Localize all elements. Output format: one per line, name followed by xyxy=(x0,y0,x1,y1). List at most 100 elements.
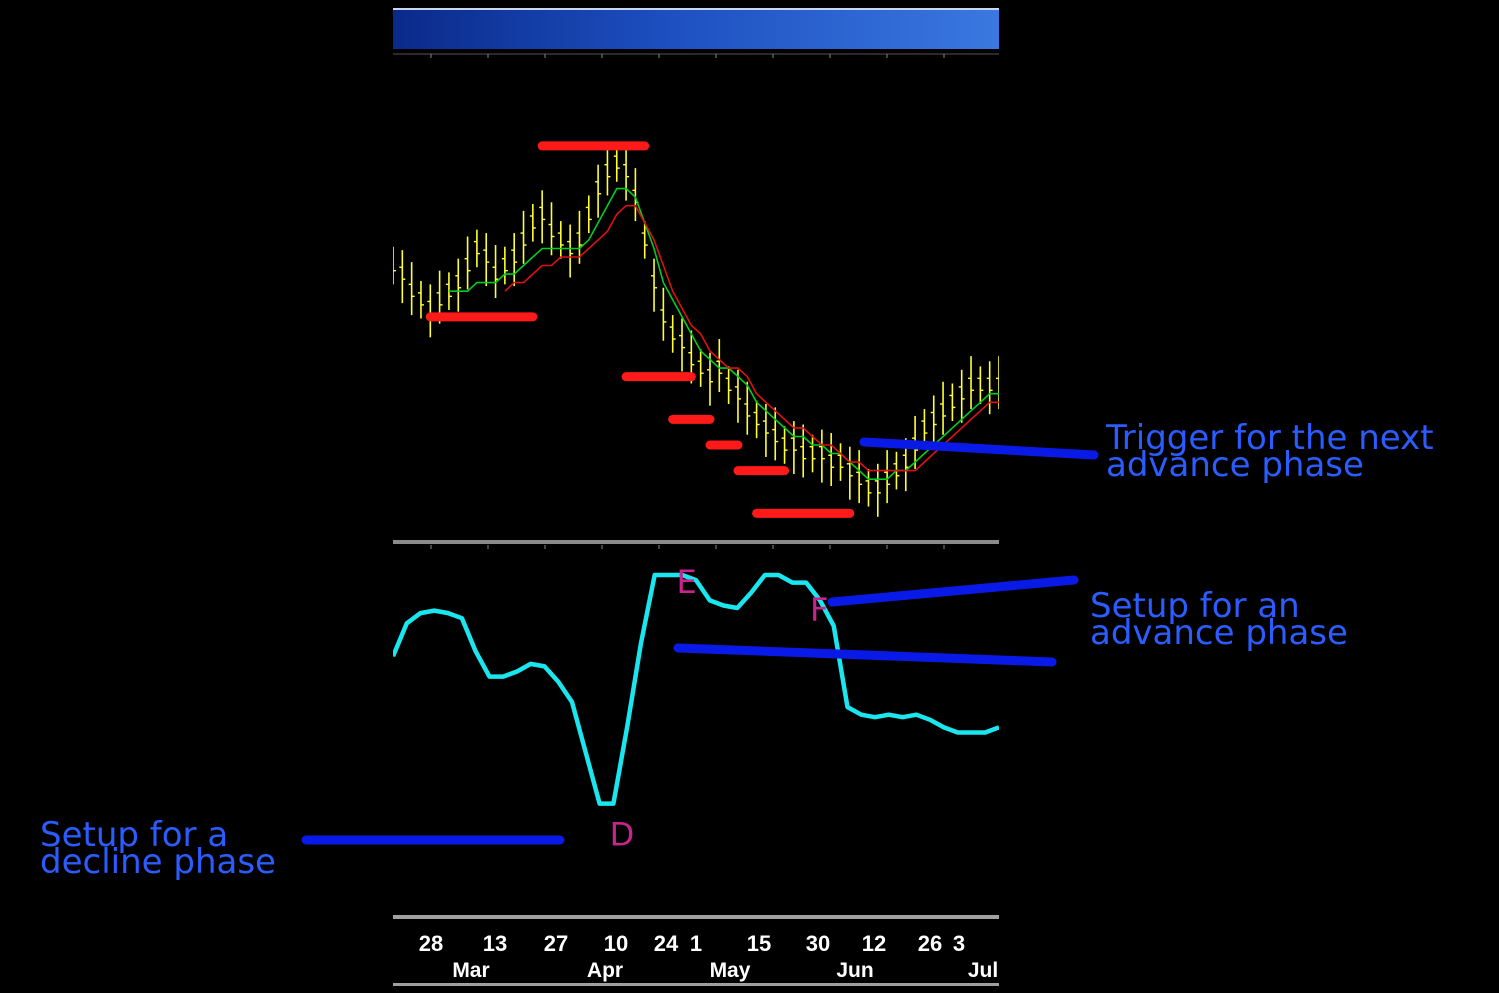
price-bar xyxy=(968,356,975,410)
price-bar xyxy=(884,450,891,504)
price-bar xyxy=(781,426,788,464)
decline-setup-annotation: Setup for a decline phase xyxy=(40,815,276,882)
date-tick-label: 30 xyxy=(806,931,830,956)
date-tick-label: 28 xyxy=(419,931,443,956)
price-bar xyxy=(697,349,704,387)
price-bar xyxy=(734,369,741,423)
price-bar xyxy=(679,318,686,372)
advance-setup-pointer-lower xyxy=(673,643,1057,667)
price-bar xyxy=(800,424,807,478)
month-label: Jul xyxy=(968,959,998,982)
price-bar xyxy=(772,407,779,461)
date-tick-label: 10 xyxy=(604,931,628,956)
price-bar xyxy=(921,409,928,447)
axis-separator xyxy=(393,915,999,919)
month-label: May xyxy=(710,959,751,982)
price-bar xyxy=(846,446,853,500)
price-bar xyxy=(408,262,415,316)
bottom-border xyxy=(393,983,999,986)
price-bar xyxy=(473,229,480,268)
oscillator-panel: D E F xyxy=(390,545,1002,854)
price-bar xyxy=(613,144,620,182)
date-tick-label: 27 xyxy=(544,931,568,956)
date-tick-label: 26 xyxy=(918,931,942,956)
price-bar xyxy=(949,383,956,422)
chart-title-bar xyxy=(393,8,999,51)
price-bar xyxy=(706,352,713,406)
price-bar xyxy=(986,361,993,415)
price-bar xyxy=(557,221,564,259)
price-bar xyxy=(585,195,592,234)
price-panel xyxy=(390,53,1002,518)
slow-moving-average xyxy=(504,204,999,472)
point-label-e: E xyxy=(676,563,696,601)
price-bar xyxy=(483,233,490,287)
price-bar xyxy=(818,429,825,483)
price-bar xyxy=(865,468,872,507)
price-bar xyxy=(501,246,508,285)
date-tick-label: 3 xyxy=(953,931,965,956)
price-bar xyxy=(744,381,751,435)
price-bar xyxy=(958,369,965,423)
price-bar xyxy=(576,210,583,264)
price-bar xyxy=(520,210,527,264)
advance-setup-pointer-upper xyxy=(827,575,1079,607)
price-bar xyxy=(977,366,984,404)
price-bar xyxy=(874,463,881,517)
point-label-d: D xyxy=(610,816,635,854)
price-bar xyxy=(492,245,499,299)
price-bar xyxy=(753,400,760,439)
month-label: Apr xyxy=(587,959,623,982)
price-bar xyxy=(567,224,574,278)
price-bar xyxy=(651,258,658,312)
price-bar xyxy=(529,204,536,242)
price-bar xyxy=(511,233,518,287)
price-bar xyxy=(837,443,844,481)
advance-setup-annotation: Setup for an advance phase xyxy=(1090,586,1348,653)
price-bar xyxy=(940,381,947,435)
price-bar xyxy=(417,280,424,319)
price-bar xyxy=(828,433,835,487)
date-axis: 28 13 27 10 24 1 15 30 12 26 3 Mar Apr May Jun Jul xyxy=(419,931,998,982)
price-bar xyxy=(716,339,723,393)
chart-frame: D E F 28 13 27 10 24 1 15 30 12 26 3 Mar Apr May Jun Jul xyxy=(390,49,1002,989)
price-bar xyxy=(539,190,546,244)
oscillator-line xyxy=(390,572,1000,806)
advance-setup-line-2: advance phase xyxy=(1090,613,1348,653)
price-bar xyxy=(595,164,602,218)
price-bar xyxy=(604,142,611,196)
decline-setup-line-1: Setup for a xyxy=(40,815,229,855)
trigger-pointer xyxy=(859,437,1099,460)
price-bar xyxy=(660,287,667,341)
price-bar xyxy=(455,258,462,312)
point-label-f: F xyxy=(810,591,828,629)
panel-separator xyxy=(393,540,999,544)
date-tick-label: 1 xyxy=(690,931,702,956)
date-tick-label: 15 xyxy=(747,931,771,956)
date-tick-label: 24 xyxy=(654,931,679,956)
fast-moving-average xyxy=(448,187,999,480)
price-bar xyxy=(762,403,769,457)
price-bar xyxy=(809,434,816,473)
advance-setup-line-1: Setup for an xyxy=(1090,586,1300,626)
price-bar xyxy=(930,395,937,449)
date-tick-label: 12 xyxy=(862,931,886,956)
month-label: Jun xyxy=(836,959,873,982)
price-bar xyxy=(623,147,630,201)
price-bar xyxy=(399,250,406,304)
price-bar xyxy=(464,236,471,290)
trigger-line-2: advance phase xyxy=(1106,445,1364,485)
price-bar xyxy=(548,202,555,256)
decline-setup-line-2: decline phase xyxy=(40,842,276,882)
trigger-line-1: Trigger for the next xyxy=(1106,418,1434,458)
chart-svg: D E F 28 13 27 10 24 1 15 30 12 26 3 Mar Apr May Jun Jul xyxy=(390,53,1002,986)
date-tick-label: 13 xyxy=(483,931,507,956)
price-bar xyxy=(669,315,676,353)
trigger-annotation: Trigger for the next advance phase xyxy=(1106,418,1434,485)
month-label: Mar xyxy=(452,959,489,982)
price-bar xyxy=(856,450,863,504)
price-bar xyxy=(641,221,648,259)
price-bar xyxy=(790,421,797,475)
price-bar xyxy=(725,366,732,404)
